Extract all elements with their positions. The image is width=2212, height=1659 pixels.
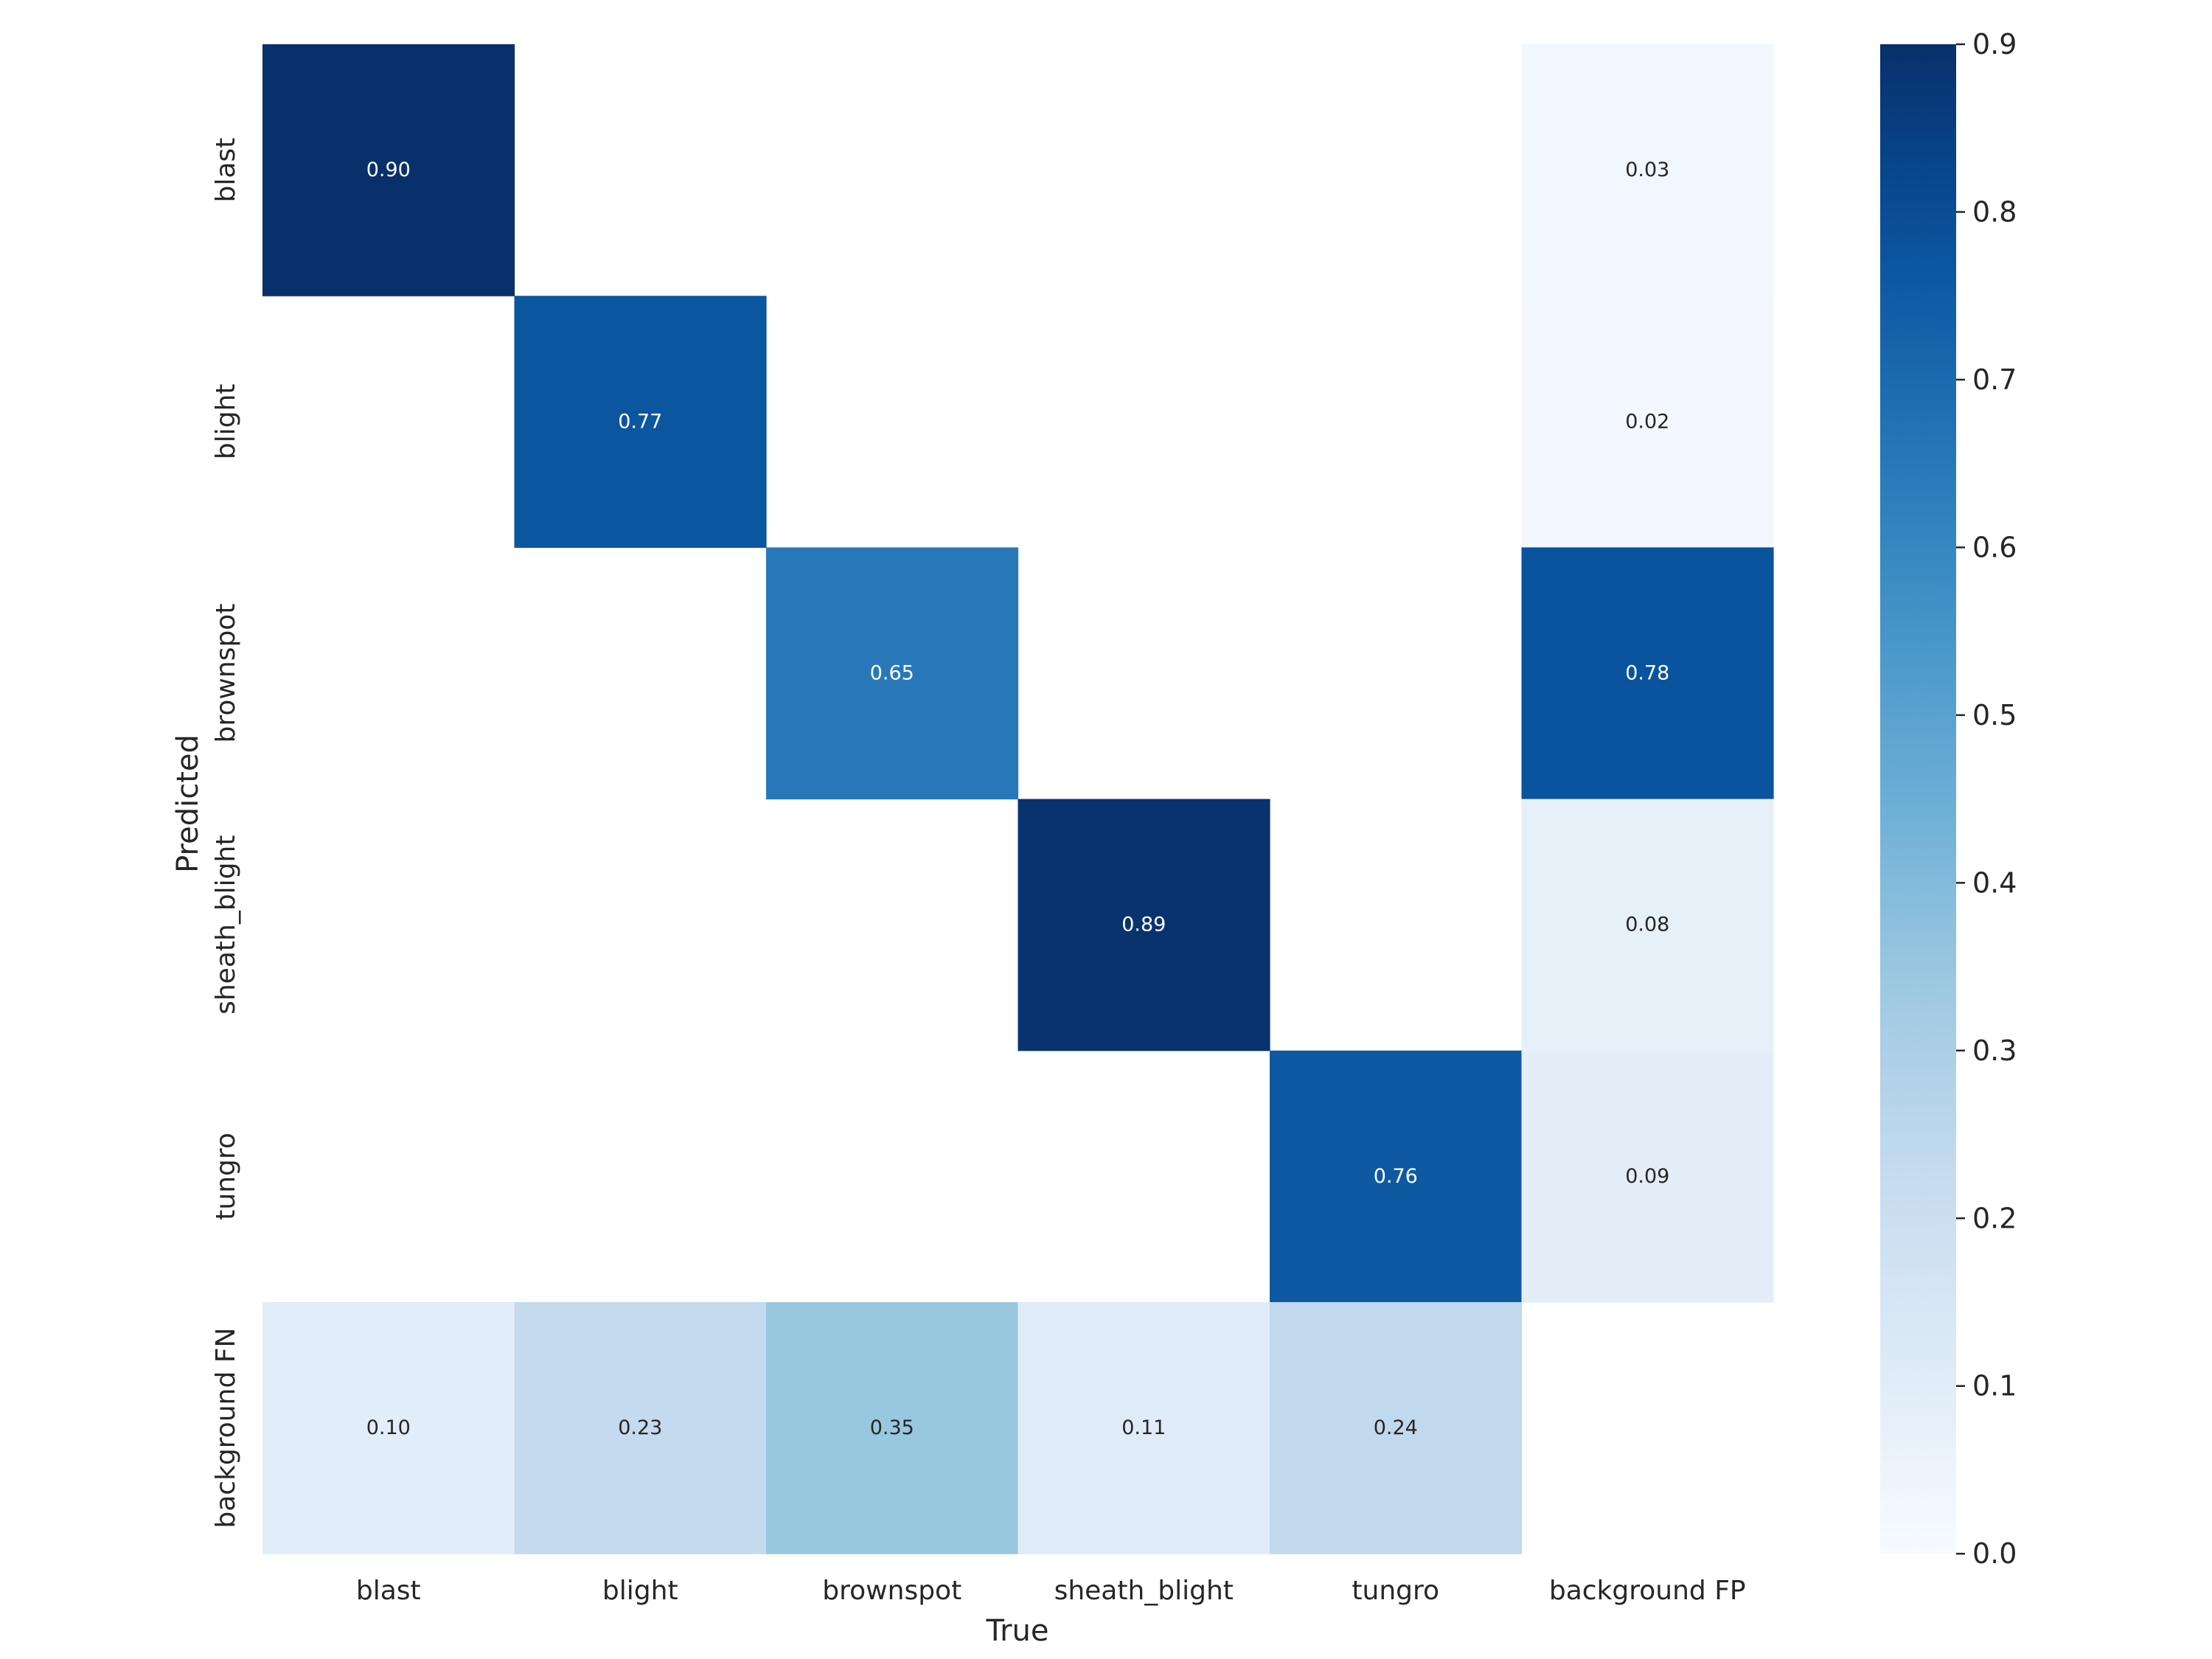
- colorbar-tick-label: 0.4: [1972, 866, 2017, 899]
- y-tick-label: background FN: [211, 1328, 241, 1528]
- cell-value-label: 0.10: [366, 1416, 411, 1439]
- y-tick-label: blast: [211, 138, 241, 203]
- colorbar: 0.0 0.1 0.2 0.3 0.4 0.5 0.6 0.7 0.8 0.9: [1880, 28, 2017, 1570]
- cell-value-label: 0.35: [870, 1416, 914, 1439]
- cell-value-label: 0.09: [1625, 1165, 1669, 1188]
- heatmap-cell: [1270, 1302, 1523, 1554]
- heatmap-cell: [1521, 799, 1774, 1051]
- x-tick-labels: blast blight brownspot sheath_blight tungro b…: [356, 1576, 1746, 1606]
- heatmap-cell: [1521, 44, 1774, 296]
- heatmap-cell: [1521, 296, 1774, 548]
- heatmap-cell: [514, 296, 767, 548]
- colorbar-tick-label: 0.0: [1972, 1537, 2017, 1570]
- cell-value-label: 0.11: [1121, 1416, 1166, 1439]
- x-tick-label: blight: [602, 1576, 678, 1606]
- x-tick-label: sheath_blight: [1054, 1576, 1234, 1606]
- cell-value-label: 0.24: [1374, 1416, 1418, 1439]
- colorbar-tick-label: 0.3: [1972, 1034, 2017, 1067]
- colorbar-tick-label: 0.8: [1972, 195, 2017, 228]
- colorbar-tick-label: 0.2: [1972, 1202, 2017, 1234]
- heatmap-cell: [262, 44, 515, 296]
- cell-value-label: 0.78: [1625, 662, 1669, 685]
- heatmap-cell: [1270, 1050, 1523, 1303]
- colorbar-tick-label: 0.5: [1972, 699, 2017, 731]
- heatmap-cell: [514, 1302, 767, 1554]
- heatmap-cell: [766, 1302, 1019, 1554]
- heatmap-cell: [1018, 1302, 1270, 1554]
- cell-value-label: 0.03: [1625, 159, 1669, 181]
- heatmap-cells: 0.90 0.03 0.77 0.02 0.65 0.78 0.89 0.08 0.76 0.09…: [262, 44, 1774, 1554]
- cell-value-label: 0.65: [870, 662, 914, 685]
- y-tick-label: blight: [211, 383, 241, 459]
- x-tick-label: background FP: [1549, 1576, 1746, 1606]
- x-tick-label: brownspot: [822, 1576, 961, 1606]
- heatmap-cell: [766, 547, 1019, 800]
- heatmap-cell: [262, 1302, 515, 1554]
- cell-value-label: 0.76: [1374, 1165, 1418, 1188]
- heatmap-cell: [1018, 799, 1270, 1051]
- y-tick-label: tungro: [211, 1133, 241, 1220]
- cell-value-label: 0.23: [618, 1416, 662, 1439]
- colorbar-tick-label: 0.7: [1972, 364, 2017, 396]
- cell-value-label: 0.90: [366, 159, 411, 181]
- cell-value-label: 0.77: [618, 410, 662, 433]
- colorbar-tick-label: 0.1: [1972, 1370, 2017, 1402]
- colorbar-tick-label: 0.6: [1972, 531, 2017, 563]
- x-tick-label: blast: [356, 1576, 421, 1606]
- x-axis-title: True: [986, 1614, 1049, 1648]
- y-tick-label: brownspot: [211, 604, 241, 743]
- colorbar-gradient: [1880, 44, 1956, 1554]
- y-axis-title: Predicted: [171, 734, 205, 873]
- y-tick-label: sheath_blight: [211, 835, 241, 1015]
- colorbar-tick-label: 0.9: [1972, 28, 2017, 60]
- cell-value-label: 0.02: [1625, 410, 1669, 433]
- cell-value-label: 0.08: [1625, 914, 1669, 936]
- cell-value-label: 0.89: [1121, 914, 1166, 936]
- heatmap-cell: [1521, 1050, 1774, 1303]
- heatmap-cell: [1521, 547, 1774, 800]
- x-tick-label: tungro: [1352, 1576, 1439, 1606]
